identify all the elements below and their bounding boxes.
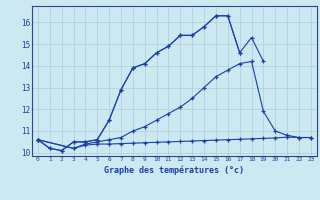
- X-axis label: Graphe des températures (°c): Graphe des températures (°c): [104, 165, 244, 175]
